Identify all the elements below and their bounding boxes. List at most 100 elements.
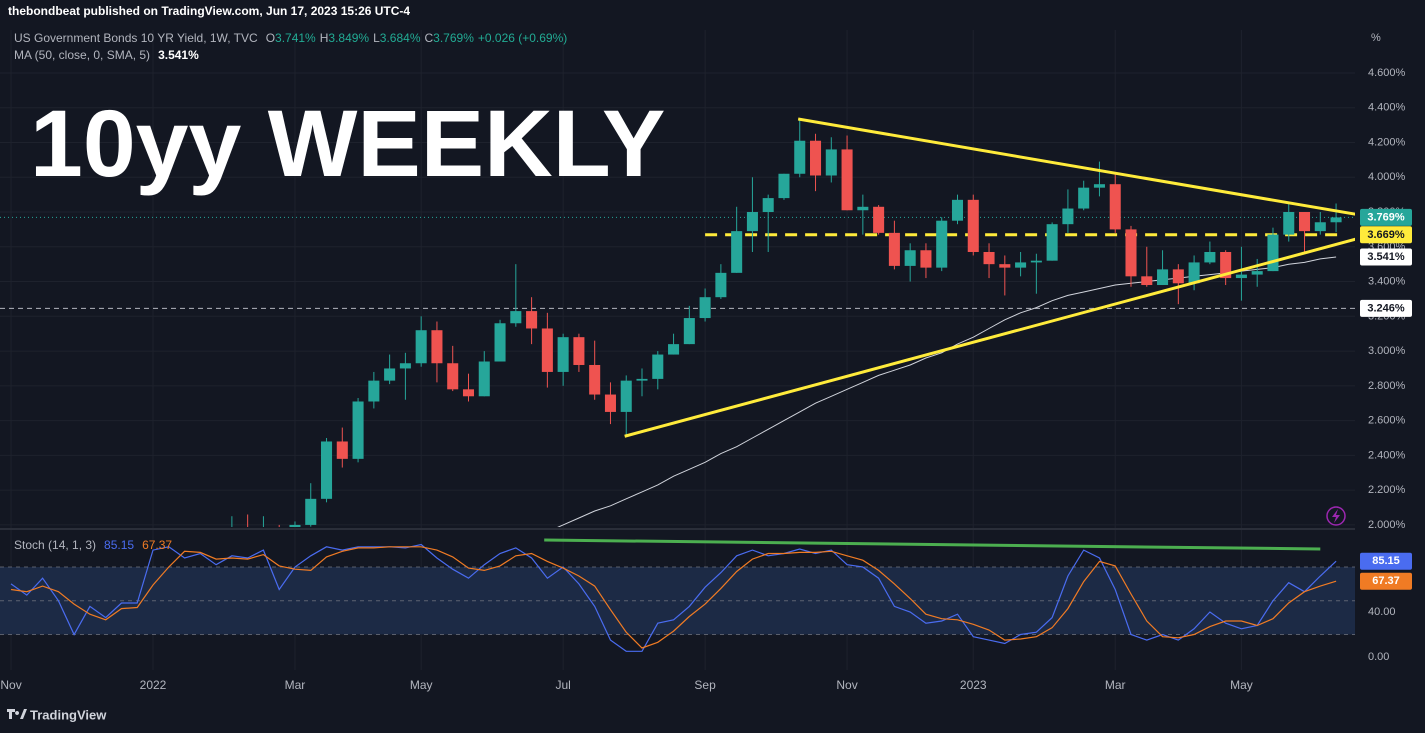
- candle-body: [715, 272, 727, 298]
- x-tick-label: Mar: [285, 678, 306, 692]
- candle-body: [1188, 262, 1200, 284]
- candle-body: [731, 231, 743, 273]
- legend-value: 3.769%: [433, 31, 474, 45]
- footer-logo: [7, 709, 27, 719]
- x-tick-label: 2022: [140, 678, 167, 692]
- candle-body: [431, 330, 443, 364]
- candle-body: [1125, 229, 1137, 277]
- candle-body: [289, 524, 301, 527]
- price-label: 3.541%: [1367, 251, 1405, 263]
- y-tick-label: 4.400%: [1368, 102, 1406, 114]
- candle-body: [1078, 187, 1090, 209]
- x-tick-label: Sep: [694, 678, 716, 692]
- price-box: [1360, 208, 1412, 226]
- stoch-legend-value: 67.37: [142, 538, 172, 552]
- candle-body: [1267, 234, 1279, 272]
- price-pane: [0, 117, 1355, 527]
- x-tick-label: May: [1230, 678, 1253, 692]
- candle-body: [1299, 212, 1311, 232]
- stoch-legend: Stoch (14, 1, 3) 85.15 67.37: [14, 538, 172, 552]
- y-tick-label: 3.400%: [1368, 276, 1406, 288]
- candle-body: [1220, 251, 1232, 279]
- candle-body: [526, 311, 538, 329]
- candle-body: [652, 354, 664, 379]
- axes: Nov 2022 Mar May Jul Sep Nov 2023 Mar May 2.000% 2.…: [0, 67, 1412, 692]
- candle-body: [620, 380, 632, 412]
- chart-title: 10yy WEEKLY: [30, 91, 665, 197]
- candle-body: [604, 394, 616, 412]
- candle-body: [888, 232, 900, 266]
- legend-key: O: [266, 31, 275, 45]
- candle-body: [1062, 208, 1074, 225]
- unit: %: [1371, 32, 1381, 44]
- candle-body: [1314, 222, 1326, 232]
- y-tick-label: 4.600%: [1368, 67, 1406, 79]
- ma-value: 3.541%: [158, 48, 199, 62]
- candle-body: [541, 328, 553, 372]
- candle-body: [1015, 262, 1027, 268]
- stoch-name: Stoch (14, 1, 3): [14, 538, 96, 552]
- ma-name: MA (50, close, 0, SMA, 5): [14, 48, 150, 62]
- price-label: 3.669%: [1367, 229, 1405, 241]
- candle-body: [352, 401, 364, 459]
- candle-body: [825, 149, 837, 176]
- candle-body: [368, 380, 380, 402]
- legend-value: 3.741%: [275, 31, 316, 45]
- indicator-icon: [1326, 506, 1346, 526]
- price-box: [1360, 248, 1412, 266]
- x-tick-label: Nov: [0, 678, 21, 692]
- candle-body: [810, 140, 822, 176]
- symbol: US Government Bonds 10 YR Yield, 1W, TVC: [14, 31, 258, 45]
- moving-average: [557, 256, 1337, 527]
- stoch-value-label: 67.37: [1372, 575, 1400, 587]
- footer: TradingView: [30, 708, 107, 723]
- price-label: 3.769%: [1367, 211, 1405, 223]
- candle-body: [305, 498, 317, 525]
- legend-key: C: [425, 31, 434, 45]
- y-tick-label: 2.800%: [1368, 380, 1406, 392]
- legend-value: 3.684%: [380, 31, 421, 45]
- candle-body: [873, 206, 885, 233]
- candle-body: [920, 250, 932, 268]
- trendline: [624, 237, 1355, 438]
- candle-body: [1141, 276, 1153, 286]
- candle-body: [857, 206, 869, 211]
- candle-body: [683, 318, 695, 345]
- price-label: 3.246%: [1367, 302, 1405, 314]
- candle-body: [1251, 271, 1263, 275]
- y-tick-label: 2.200%: [1368, 484, 1406, 496]
- candle-body: [1283, 212, 1295, 235]
- candle-body: [699, 297, 711, 319]
- stoch-trendline: [544, 538, 1321, 551]
- y-tick-label: 4.200%: [1368, 136, 1406, 148]
- candle-body: [967, 199, 979, 252]
- candle-body: [415, 330, 427, 364]
- candle-body: [841, 149, 853, 211]
- candle-body: [936, 220, 948, 268]
- legend-key: H: [320, 31, 329, 45]
- price-box: [1360, 226, 1412, 244]
- candle-body: [573, 337, 585, 365]
- candle-body: [321, 441, 333, 499]
- candle-body: [794, 140, 806, 174]
- candle-body: [557, 337, 569, 372]
- y-tick-label: 2.400%: [1368, 449, 1406, 461]
- candle-body: [636, 378, 648, 381]
- candle-body: [1093, 184, 1105, 188]
- candle-body: [1109, 184, 1121, 230]
- x-tick-label: May: [410, 678, 433, 692]
- candle-body: [1030, 260, 1042, 263]
- stoch-tick-label: 0.00: [1368, 651, 1389, 663]
- candle-body: [1330, 217, 1342, 223]
- stoch-value-box: [1360, 572, 1412, 590]
- candle-body: [983, 251, 995, 265]
- stoch-value-label: 85.15: [1372, 555, 1400, 567]
- legend-key: L: [373, 31, 380, 45]
- candle-body: [336, 441, 348, 459]
- legend-change: +0.026 (+0.69%): [478, 31, 567, 45]
- symbol-legend: US Government Bonds 10 YR Yield, 1W, TVC…: [14, 31, 567, 45]
- stoch-value-box: [1360, 552, 1412, 570]
- candle-body: [999, 264, 1011, 268]
